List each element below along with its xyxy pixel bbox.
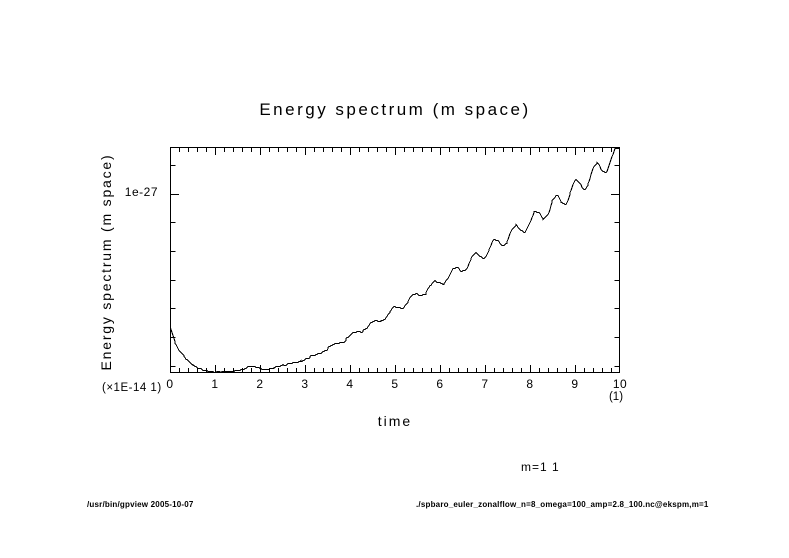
- x-tick-label: 8: [526, 377, 534, 391]
- energy-spectrum-curve: [169, 148, 621, 373]
- plot-frame: [170, 147, 620, 373]
- y-tick-label: 1e-27: [124, 185, 158, 199]
- x-tick-label: 9: [571, 377, 579, 391]
- x-axis-unit: (1): [608, 391, 624, 403]
- plot-svg: [169, 147, 621, 373]
- x-tick-label: 4: [346, 377, 354, 391]
- series-annotation: m=1 1: [521, 460, 560, 474]
- footer-program-date: /usr/bin/gpview 2005-10-07: [87, 500, 194, 509]
- x-tick-label: 10: [612, 377, 628, 391]
- x-tick-label: 2: [256, 377, 264, 391]
- x-tick-label: 3: [301, 377, 309, 391]
- x-axis-label: time: [377, 413, 413, 429]
- x-tick-label: 5: [391, 377, 399, 391]
- footer-data-source: ./spbaro_euler_zonalflow_n=8_omega=100_a…: [416, 500, 709, 509]
- x-tick-label: 7: [481, 377, 489, 391]
- plot-area: [169, 147, 621, 373]
- x-tick-label: 6: [436, 377, 444, 391]
- x-tick-label: 1: [211, 377, 219, 391]
- x-tick-label: 0: [166, 377, 174, 391]
- chart-title: Energy spectrum (m space): [259, 100, 531, 119]
- y-axis-scale-factor: (×1E-14 1): [102, 382, 162, 394]
